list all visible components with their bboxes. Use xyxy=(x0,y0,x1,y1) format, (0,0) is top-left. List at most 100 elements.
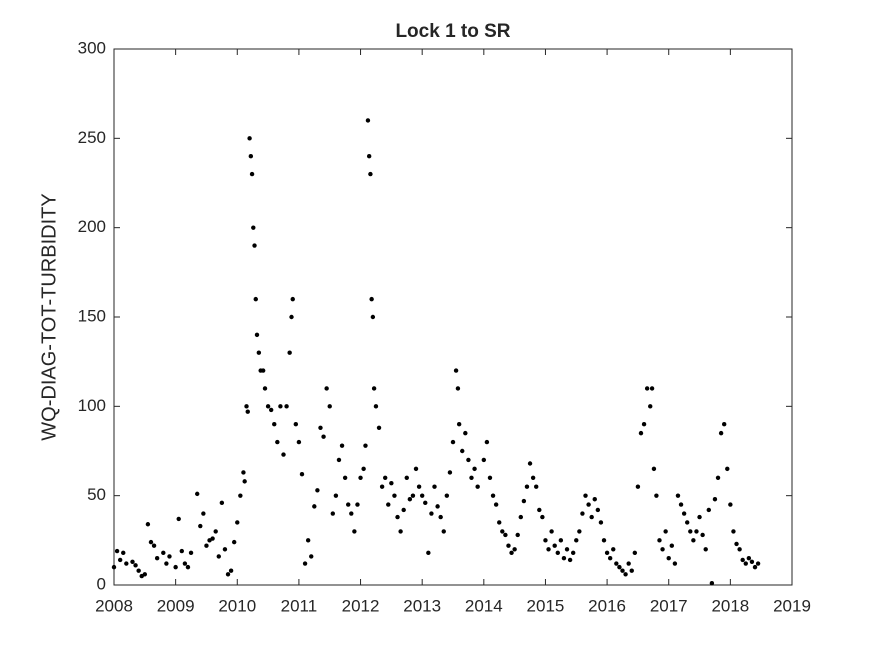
point xyxy=(216,554,221,559)
point xyxy=(666,556,671,561)
point xyxy=(219,500,225,506)
point xyxy=(241,470,246,475)
point xyxy=(342,475,348,480)
point xyxy=(657,538,662,543)
y-tick-label: 250 xyxy=(78,128,106,147)
point xyxy=(410,493,416,498)
point xyxy=(260,368,266,373)
x-tick-label: 2017 xyxy=(650,596,688,615)
point xyxy=(475,484,480,489)
point xyxy=(546,547,551,552)
point xyxy=(370,314,376,320)
point xyxy=(626,561,631,566)
point xyxy=(660,547,665,552)
point xyxy=(185,564,191,570)
point xyxy=(484,439,490,445)
point xyxy=(369,296,374,302)
point xyxy=(617,564,622,570)
point xyxy=(601,538,607,543)
point xyxy=(371,386,377,391)
point xyxy=(148,539,154,545)
point xyxy=(586,502,591,507)
point xyxy=(450,439,456,445)
point xyxy=(463,430,468,436)
point xyxy=(117,557,123,563)
x-tick-label: 2009 xyxy=(157,596,195,615)
point xyxy=(386,502,391,507)
point xyxy=(315,488,320,493)
point xyxy=(447,470,453,475)
point xyxy=(272,422,277,427)
point xyxy=(339,443,345,448)
y-tick-label: 50 xyxy=(87,485,106,504)
point xyxy=(164,561,169,566)
point xyxy=(376,425,382,430)
point xyxy=(641,422,647,427)
point xyxy=(130,559,135,564)
point xyxy=(700,532,705,538)
point xyxy=(746,556,752,561)
point xyxy=(691,538,696,543)
point xyxy=(302,561,308,566)
point xyxy=(614,561,619,566)
point xyxy=(349,511,354,516)
point xyxy=(290,296,295,302)
point xyxy=(429,511,434,516)
point xyxy=(368,171,373,177)
point xyxy=(281,452,286,457)
point xyxy=(515,532,520,538)
point xyxy=(309,554,314,559)
point xyxy=(346,502,351,507)
point xyxy=(124,561,129,566)
point xyxy=(592,497,597,502)
point xyxy=(278,404,283,409)
point xyxy=(407,497,413,502)
point xyxy=(737,547,742,552)
point xyxy=(455,386,461,391)
point xyxy=(210,536,215,541)
point xyxy=(472,466,477,472)
point xyxy=(173,564,178,570)
point xyxy=(312,504,317,509)
point xyxy=(198,523,203,529)
point xyxy=(373,404,379,409)
point xyxy=(438,514,443,520)
point xyxy=(552,543,557,548)
point xyxy=(749,559,755,564)
point xyxy=(327,404,332,409)
point xyxy=(265,404,271,409)
point xyxy=(333,493,339,498)
point xyxy=(204,543,209,548)
point xyxy=(262,386,268,391)
point xyxy=(154,556,160,561)
point xyxy=(401,507,406,513)
point xyxy=(506,543,511,548)
point xyxy=(561,556,567,561)
point xyxy=(213,529,218,534)
point xyxy=(632,550,638,556)
x-tick-label: 2014 xyxy=(465,596,503,615)
point xyxy=(595,507,601,513)
point xyxy=(222,547,228,552)
point xyxy=(453,368,459,373)
point xyxy=(638,430,644,436)
point xyxy=(675,493,681,498)
point xyxy=(688,529,693,534)
point xyxy=(188,550,194,556)
point xyxy=(231,539,237,545)
point xyxy=(242,479,247,484)
y-tick-label: 100 xyxy=(78,396,106,415)
point xyxy=(352,529,357,534)
point xyxy=(182,561,188,566)
point xyxy=(228,568,234,573)
point xyxy=(678,502,684,507)
point xyxy=(379,484,385,489)
point xyxy=(743,561,748,566)
point xyxy=(649,386,655,391)
point xyxy=(752,564,758,570)
point xyxy=(366,154,372,159)
point xyxy=(432,484,437,489)
y-tick-label: 0 xyxy=(97,574,106,593)
point xyxy=(654,493,659,498)
point xyxy=(725,466,730,472)
